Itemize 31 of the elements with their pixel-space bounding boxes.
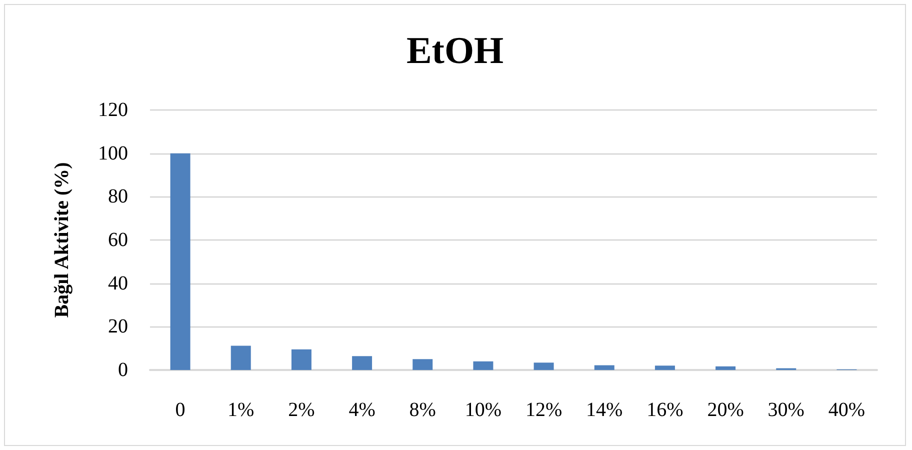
- x-tick-label: 20%: [707, 399, 744, 421]
- x-tick-label: 14%: [586, 399, 623, 421]
- x-tick-label: 0: [175, 399, 186, 421]
- bar: [594, 365, 614, 370]
- bar: [291, 349, 312, 370]
- bar: [170, 153, 190, 370]
- x-tick-label: 12%: [525, 399, 562, 421]
- y-axis-title: Bağıl Aktivite (%): [51, 162, 73, 318]
- bar: [534, 362, 554, 370]
- x-tick-label: 8%: [409, 399, 436, 421]
- chart-title: EtOH: [406, 30, 504, 72]
- y-tick-label: 40: [108, 272, 128, 294]
- x-tick-label: 2%: [288, 399, 315, 421]
- bar: [412, 359, 433, 370]
- x-tick-label: 1%: [228, 399, 254, 421]
- x-tick-label: 10%: [464, 399, 502, 421]
- bar: [716, 366, 736, 370]
- y-tick-label: 0: [118, 359, 128, 381]
- y-tick-label: 60: [108, 229, 128, 251]
- bar: [352, 356, 372, 370]
- y-tick-label: 80: [108, 186, 128, 208]
- y-tick-label: 20: [108, 316, 128, 338]
- bar: [654, 366, 675, 370]
- bar: [473, 361, 494, 370]
- bar: [230, 346, 251, 370]
- x-tick-label: 40%: [828, 399, 866, 421]
- y-tick-label: 120: [98, 99, 128, 121]
- x-tick-label: 4%: [348, 399, 376, 421]
- x-tick-label: 30%: [768, 399, 804, 421]
- x-tick-label: 16%: [646, 399, 684, 421]
- y-tick-label: 100: [98, 142, 128, 164]
